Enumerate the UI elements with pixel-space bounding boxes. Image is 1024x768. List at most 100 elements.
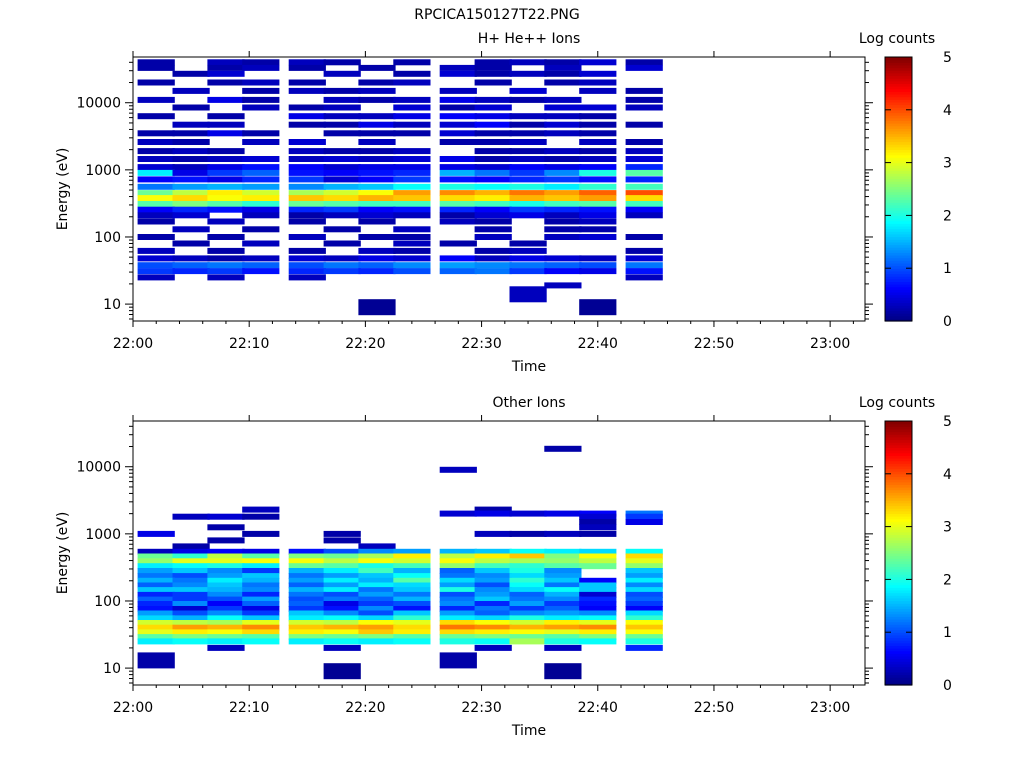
- heatmap-cell: [509, 553, 547, 560]
- heatmap-cell: [358, 64, 396, 71]
- heatmap-cell: [137, 148, 175, 155]
- colorbar-label: Log counts: [859, 31, 935, 47]
- heatmap-cell: [625, 87, 663, 94]
- heatmap-cell: [439, 606, 477, 612]
- heatmap-cell: [207, 262, 245, 269]
- heatmap-cell: [544, 591, 582, 598]
- heatmap-cell: [288, 64, 326, 71]
- heatmap-cell: [172, 629, 210, 636]
- heatmap-cell: [358, 624, 396, 631]
- heatmap-cell: [137, 634, 175, 641]
- heatmap-cell: [207, 563, 245, 570]
- heatmap-cell: [358, 156, 396, 162]
- heatmap-cell: [242, 164, 280, 171]
- heatmap-cell: [474, 573, 512, 580]
- heatmap-cell: [288, 568, 326, 574]
- colorbar-step: [885, 442, 912, 446]
- heatmap-cell: [439, 573, 477, 580]
- heatmap-cell: [172, 226, 210, 233]
- colorbar-step: [885, 568, 912, 573]
- heatmap-cell: [625, 268, 663, 275]
- heatmap-cell: [393, 620, 431, 626]
- heatmap-cell: [172, 582, 210, 589]
- heatmap-cell: [358, 582, 396, 589]
- heatmap-cell: [137, 582, 175, 589]
- colorbar-step: [885, 262, 912, 267]
- heatmap-cell: [172, 183, 210, 190]
- heatmap-cell: [137, 629, 175, 636]
- heatmap-cell: [393, 563, 431, 570]
- heatmap-cell: [323, 121, 361, 128]
- colorbar-step: [885, 315, 912, 319]
- x-tick-label: 22:10: [229, 700, 269, 716]
- heatmap-cell: [544, 577, 582, 584]
- y-tick-label: 10000: [76, 460, 121, 476]
- heatmap-cell: [137, 195, 175, 202]
- colorbar: 0 1 2 3 4 5 Log counts: [859, 31, 952, 330]
- heatmap-cell: [544, 582, 582, 589]
- x-tick-label: 23:00: [810, 336, 850, 352]
- heatmap-cell: [544, 510, 582, 517]
- heatmap-cell: [288, 548, 326, 555]
- y-tick-label: 10: [103, 661, 121, 677]
- heatmap-cell: [509, 548, 547, 555]
- heatmap-cell: [207, 96, 245, 103]
- heatmap-cell: [439, 634, 477, 641]
- heatmap-cell: [323, 582, 361, 589]
- heatmap-cell: [579, 268, 617, 275]
- colorbar-step: [885, 589, 912, 594]
- heatmap-cell: [474, 601, 512, 607]
- heatmap-cell: [242, 615, 280, 622]
- heatmap-cell: [323, 156, 361, 162]
- heatmap-cell: [137, 79, 175, 86]
- heatmap-cell: [393, 610, 431, 617]
- heatmap-cell: [242, 190, 280, 197]
- heatmap-cell: [288, 624, 326, 631]
- heatmap-cell: [242, 530, 280, 537]
- heatmap-cell: [509, 629, 547, 636]
- heatmap-cell: [625, 568, 663, 574]
- colorbar-step: [885, 186, 912, 190]
- colorbar-step: [885, 178, 912, 182]
- heatmap-cell: [439, 591, 477, 598]
- heatmap-cell: [207, 620, 245, 626]
- colorbar-step: [885, 489, 912, 493]
- heatmap-cell: [509, 139, 547, 145]
- colorbar-step: [885, 67, 912, 71]
- heatmap-cell: [242, 255, 280, 262]
- heatmap-cell: [137, 573, 175, 580]
- heatmap-cell: [509, 606, 547, 612]
- heatmap-cell: [474, 212, 512, 219]
- heatmap-cell: [393, 201, 431, 207]
- heatmap-cell: [544, 553, 582, 560]
- heatmap-cell: [439, 615, 477, 622]
- x-tick-label: 22:50: [694, 700, 734, 716]
- heatmap-cell: [625, 201, 663, 207]
- heatmap-cell: [323, 606, 361, 612]
- heatmap-cell: [439, 169, 477, 176]
- heatmap-cell: [474, 190, 512, 197]
- colorbar-step: [885, 72, 912, 77]
- heatmap-cell: [439, 568, 477, 574]
- heatmap-cell: [474, 255, 512, 262]
- colorbar-step: [885, 265, 912, 269]
- colorbar-step: [885, 310, 912, 314]
- heatmap-cell: [288, 615, 326, 622]
- heatmap-cell: [439, 96, 477, 103]
- heatmap-cell: [439, 130, 477, 137]
- heatmap-cell: [242, 79, 280, 86]
- heatmap-cell: [544, 268, 582, 275]
- heatmap-cell: [544, 601, 582, 607]
- heatmap-cell: [358, 255, 396, 262]
- heatmap-cell: [509, 638, 547, 645]
- heatmap-cell: [474, 577, 512, 584]
- heatmap-cell: [474, 59, 512, 66]
- heatmap-cell: [358, 212, 396, 219]
- colorbar-step: [885, 457, 912, 462]
- heatmap-cell: [474, 506, 512, 513]
- colorbar-step: [885, 476, 912, 480]
- heatmap-cell: [288, 156, 326, 162]
- colorbar-step: [885, 571, 912, 575]
- heatmap-cell: [323, 620, 361, 626]
- heatmap-cell: [509, 255, 547, 262]
